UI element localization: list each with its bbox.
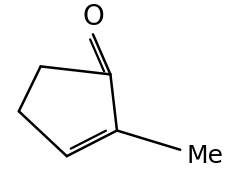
Text: Me: Me (187, 144, 224, 168)
Text: O: O (82, 3, 104, 31)
